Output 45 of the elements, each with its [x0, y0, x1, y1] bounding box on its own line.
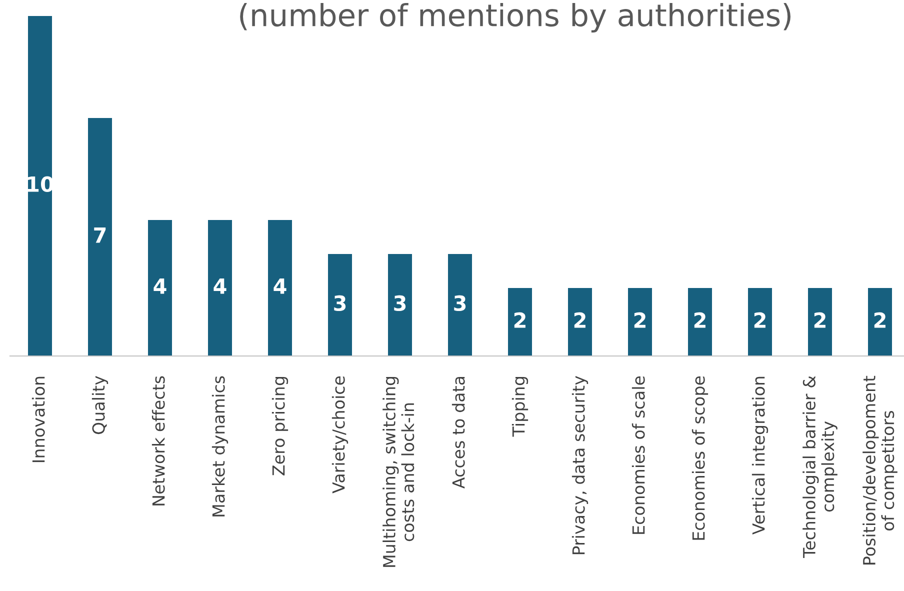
- bar: [568, 288, 592, 356]
- data-label: 2: [814, 312, 826, 328]
- data-label: 4: [154, 278, 166, 294]
- x-tick-label: Variety/choice: [332, 376, 348, 494]
- x-tick-label: Economies of scope: [692, 376, 708, 540]
- data-label: 2: [754, 312, 766, 328]
- data-label: 2: [574, 312, 586, 328]
- bar: [208, 220, 232, 356]
- x-tick-label: Vertical integration: [752, 376, 768, 535]
- bar: [28, 16, 52, 356]
- data-label: 3: [454, 295, 466, 312]
- bar: [88, 118, 112, 356]
- data-label: 7: [94, 228, 106, 243]
- bar: [688, 288, 712, 356]
- bar: [448, 254, 472, 356]
- bar: [388, 254, 412, 356]
- x-tick-label: Market dynamics: [212, 376, 228, 516]
- x-tick-label: Tipping: [512, 376, 528, 437]
- data-label: 3: [394, 295, 406, 312]
- bar: [748, 288, 772, 356]
- bar: [508, 288, 532, 356]
- x-tick-label: Acces to data: [452, 376, 465, 489]
- data-label: 3: [334, 295, 346, 312]
- data-label: 2: [634, 312, 646, 328]
- x-tick-label: Privacy, data security: [572, 376, 588, 554]
- x-tick-label: Network effects: [152, 376, 165, 506]
- x-tick-label: Position/developoment of competitors: [862, 376, 898, 564]
- data-label: 4: [274, 278, 286, 294]
- x-tick-label: Multihoming, switching costs and lock-in: [382, 376, 414, 567]
- bar: [328, 254, 352, 356]
- x-tick-label: Technologial barrier & complexity: [802, 376, 838, 558]
- chart-title: (number of mentions by authorities): [240, 2, 790, 33]
- x-tick-label: Zero pricing: [272, 376, 288, 476]
- bar: [808, 288, 832, 356]
- data-label: 2: [514, 312, 526, 328]
- x-tick-label: Economies of scale: [632, 376, 645, 534]
- data-label: 4: [214, 278, 226, 294]
- bar: [268, 220, 292, 356]
- data-label: 2: [694, 312, 706, 328]
- bar: [628, 288, 652, 356]
- bar: [148, 220, 172, 356]
- x-tick-label: Innovation: [32, 376, 45, 462]
- bar: [868, 288, 892, 356]
- data-label: 2: [874, 312, 886, 328]
- x-tick-label: Quality: [92, 376, 108, 434]
